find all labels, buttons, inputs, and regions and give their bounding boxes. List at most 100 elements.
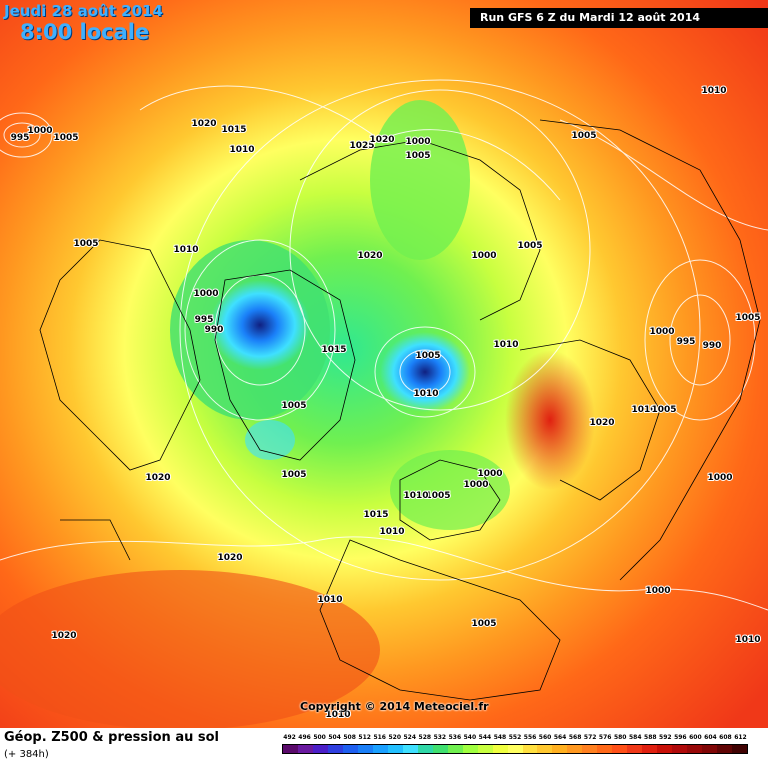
- isobar-label: 1000: [477, 469, 502, 479]
- colorbar-label: 512: [358, 734, 371, 741]
- colorbar-swatch: [342, 745, 358, 753]
- low-arctic: [380, 332, 470, 412]
- colorbar-swatch: [492, 745, 508, 753]
- colorbar-swatch: [447, 745, 463, 753]
- colorbar-swatch: [432, 745, 448, 753]
- colorbar-label: 596: [674, 734, 687, 741]
- colorbar-labels: 492 496 500 504 508 512 516 520 524 528 532 536 540 5…: [282, 734, 748, 744]
- isobar-label: 1010: [631, 405, 656, 415]
- isobar-labels: 995 1000 1005 1020 1015 1010 1025 1020 1…: [10, 85, 762, 721]
- colorbar-swatch: [597, 745, 613, 753]
- isobar-label: 1000: [707, 473, 732, 483]
- isobar-label: 1010: [379, 527, 404, 537]
- isobar-label: 1005: [53, 133, 78, 143]
- isobar-label: 1010: [229, 145, 254, 155]
- colorbar-swatch: [582, 745, 598, 753]
- colorbar-swatch: [327, 745, 343, 753]
- isobar-label: 1010: [173, 245, 198, 255]
- isobar-label: 1010: [493, 340, 518, 350]
- colorbar-swatch: [402, 745, 418, 753]
- colorbar-label: 536: [448, 734, 462, 741]
- isobar-label: 1005: [405, 151, 430, 161]
- colorbar-swatch: [657, 745, 673, 753]
- isobar-label: 1005: [471, 619, 496, 629]
- colorbar-label: 592: [659, 734, 672, 741]
- forecast-lead: (+ 384h): [4, 749, 49, 760]
- isobar-label: 1005: [735, 313, 760, 323]
- warm-zone-atlantic: [0, 570, 380, 728]
- isobar-label: 1010: [413, 389, 438, 399]
- colorbar-label: 508: [343, 734, 356, 741]
- isobar-label: 1005: [281, 470, 306, 480]
- colorbar-label: 500: [313, 734, 326, 741]
- isobar-label: 1010: [317, 595, 342, 605]
- colorbar-swatch: [687, 745, 703, 753]
- isobar-label: 995: [11, 133, 30, 143]
- colorbar-label: 552: [508, 734, 522, 741]
- colorbar-label: 540: [463, 734, 477, 741]
- colorbar-label: 496: [298, 734, 311, 741]
- isobar-label: 1020: [589, 418, 614, 428]
- colorbar-label: 548: [493, 734, 507, 741]
- colorbar-label: 560: [538, 734, 552, 741]
- low-baffin: [210, 280, 310, 370]
- isobar-label: 1020: [145, 473, 170, 483]
- colorbar-swatch: [297, 745, 313, 753]
- forecast-date: Jeudi 28 août 2014: [4, 2, 163, 20]
- isobar-label: 1000: [463, 480, 488, 490]
- isobar-label: 1005: [73, 239, 98, 249]
- colorbar-label: 564: [553, 734, 567, 741]
- colorbar-label: 600: [689, 734, 702, 741]
- colorbar-label: 520: [388, 734, 401, 741]
- isobar-label: 1010: [735, 635, 760, 645]
- colorbar-label: 604: [704, 734, 717, 741]
- colorbar-label: 576: [598, 734, 612, 741]
- green-zone-siberia: [370, 100, 470, 260]
- copyright: Copyright © 2014 Meteociel.fr: [300, 700, 489, 713]
- colorbar-swatch: [672, 745, 688, 753]
- isobar-label: 1015: [221, 125, 246, 135]
- colorbar-swatch: [702, 745, 718, 753]
- isobar-label: 990: [205, 325, 224, 335]
- isobar-label: 1020: [51, 631, 76, 641]
- coastlines: [39, 119, 761, 701]
- warm-zone-asia: [505, 350, 595, 490]
- colorbar-swatch: [642, 745, 658, 753]
- colorbar-label: 516: [373, 734, 386, 741]
- isobar-label: 1010: [403, 491, 428, 501]
- colorbar-swatch: [357, 745, 373, 753]
- isobar-label: 1005: [281, 401, 306, 411]
- colorbar-swatch: [283, 745, 298, 753]
- colorbar-swatch: [627, 745, 643, 753]
- colorbar-label: 504: [328, 734, 341, 741]
- isobar-label: 1010: [701, 86, 726, 96]
- colorbar-swatch: [552, 745, 568, 753]
- colorbar-label: 532: [433, 734, 447, 741]
- forecast-time: 8:00 locale: [20, 20, 150, 44]
- colorbar-swatch: [507, 745, 523, 753]
- colorbar-label: 580: [613, 734, 627, 741]
- colorbar-label: 612: [734, 734, 747, 741]
- isobar-label: 1000: [193, 289, 218, 299]
- colorbar-swatch: [417, 745, 433, 753]
- isobar-label: 990: [703, 341, 722, 351]
- colorbar-swatch: [522, 745, 538, 753]
- isobar-label: 1020: [369, 135, 394, 145]
- colorbar-label: 544: [478, 734, 492, 741]
- colorbar-swatch: [477, 745, 493, 753]
- colorbar-label: 492: [283, 734, 296, 741]
- model-run-label: Run GFS 6 Z du Mardi 12 août 2014: [470, 8, 768, 28]
- isobar-label: 1000: [405, 137, 430, 147]
- isobar-label: 1020: [217, 553, 242, 563]
- geopotential-map: 995 1000 1005 1020 1015 1010 1025 1020 1…: [0, 0, 768, 728]
- isobar-lines: [0, 79, 768, 611]
- isobar-label: 1015: [363, 510, 388, 520]
- isobar-label: 1005: [571, 131, 596, 141]
- isobar-label: 1000: [649, 327, 674, 337]
- colorbar-swatch: [732, 745, 748, 753]
- colorbar-swatch: [612, 745, 628, 753]
- colorbar-label: 524: [403, 734, 417, 741]
- cyan-zone-greenland: [245, 420, 295, 460]
- isobar-label: 995: [677, 337, 696, 347]
